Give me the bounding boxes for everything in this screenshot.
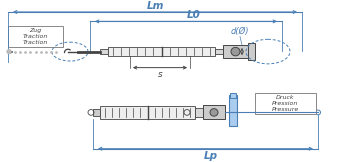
Text: d(Ø): d(Ø) <box>231 27 249 35</box>
Bar <box>230 93 236 98</box>
Text: Zug
Traction
Traction: Zug Traction Traction <box>22 28 48 45</box>
Bar <box>248 43 255 60</box>
FancyBboxPatch shape <box>7 26 62 47</box>
Bar <box>93 109 100 116</box>
Text: s: s <box>158 69 162 79</box>
Bar <box>229 95 237 126</box>
Text: L0: L0 <box>187 11 201 20</box>
FancyBboxPatch shape <box>255 93 316 114</box>
Circle shape <box>210 109 218 116</box>
Bar <box>215 49 223 54</box>
Bar <box>100 49 108 54</box>
Bar <box>100 106 195 119</box>
Text: Lm: Lm <box>146 1 164 11</box>
Bar <box>108 47 215 56</box>
Bar <box>203 105 225 120</box>
Circle shape <box>231 47 240 56</box>
Circle shape <box>7 50 11 53</box>
Text: Lp: Lp <box>203 151 218 161</box>
Text: Druck
Pression
Pressure: Druck Pression Pressure <box>272 95 299 112</box>
Bar <box>195 108 203 117</box>
Bar <box>223 45 248 58</box>
